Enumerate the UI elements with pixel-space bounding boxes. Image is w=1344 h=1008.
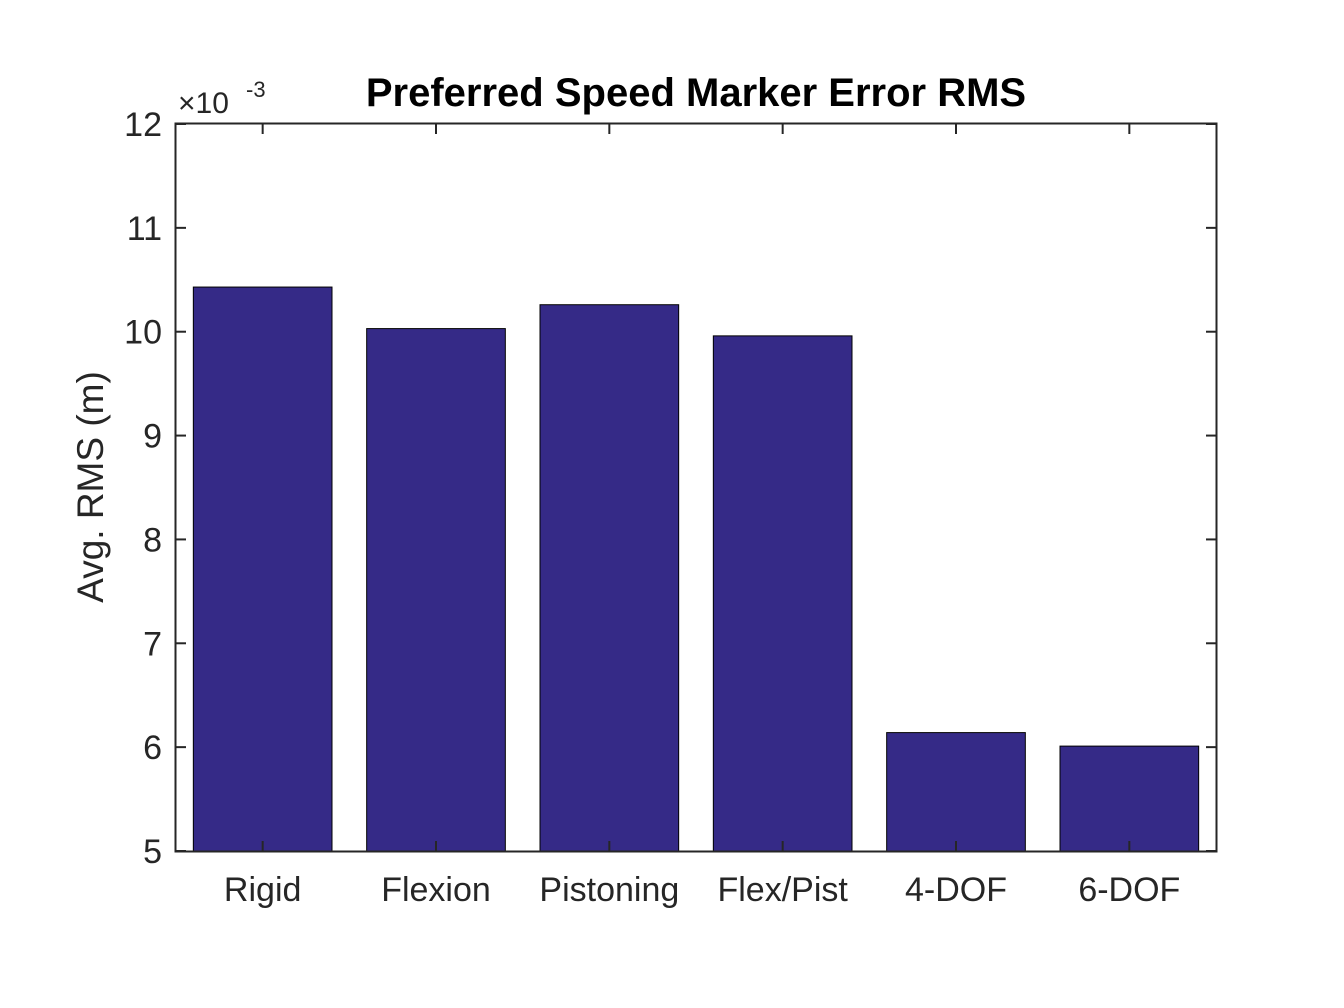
y-tick-label: 5 (143, 833, 162, 871)
bar-pistoning (539, 304, 680, 852)
labels-layer: Rigid Flexion Pistoning Flex/Pist 4-DOF 6-DOF… (124, 106, 1180, 909)
bar-6-dof (1059, 745, 1200, 852)
bars-layer (192, 286, 1200, 852)
x-tick-label: Flex/Pist (717, 871, 848, 909)
x-tick-label: 4-DOF (905, 871, 1007, 909)
y-tick-label: 9 (143, 418, 162, 456)
y-axis-label: Avg. RMS (m) (70, 371, 111, 603)
x-tick-label: Rigid (224, 871, 301, 909)
y-exponent-label: ×10 -3 (178, 77, 266, 120)
bar-flexion (366, 328, 506, 852)
chart-title: Preferred Speed Marker Error RMS (366, 71, 1026, 115)
y-exponent-power: -3 (246, 77, 266, 102)
axes-box (174, 122, 1218, 853)
bar-flex-pist (712, 335, 853, 852)
y-tick-label: 8 (143, 521, 162, 559)
y-exponent-base: ×10 (178, 87, 229, 120)
y-tick-label: 10 (124, 314, 162, 352)
x-tick-label: Flexion (381, 871, 491, 909)
y-tick-label: 7 (143, 625, 162, 663)
x-tick-label: 6-DOF (1078, 871, 1180, 909)
x-tick-label: Pistoning (539, 871, 679, 909)
y-tick-label: 6 (143, 729, 162, 767)
y-tick-label: 11 (127, 210, 162, 248)
y-tick-label: 12 (124, 106, 162, 144)
bar-4-dof (886, 732, 1026, 852)
bar-rigid (192, 286, 333, 852)
